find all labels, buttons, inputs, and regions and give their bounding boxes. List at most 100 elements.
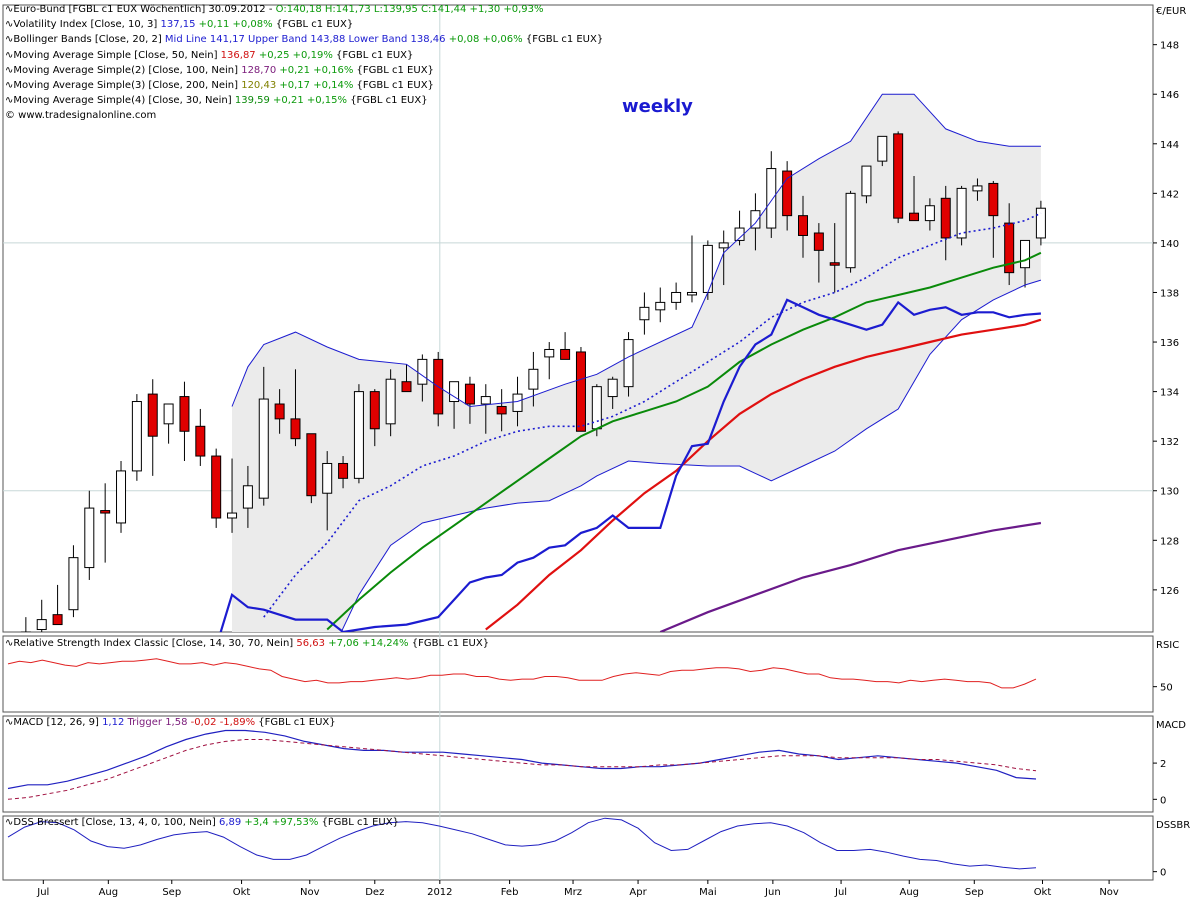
ma30-line (326, 251, 1042, 631)
price-axis-label: 144 (1160, 140, 1179, 151)
price-axis-label: 140 (1160, 239, 1179, 250)
candle (36, 599, 47, 632)
candle-body (544, 348, 555, 358)
time-axis-label: Dez (365, 887, 384, 898)
candle-body (813, 232, 824, 251)
legend-value: 139,59 (231, 95, 274, 107)
legend-row[interactable]: ∿Bollinger Bands [Close, 20, 2] Mid Line… (5, 32, 603, 47)
rsi-line (7, 658, 1037, 689)
candle (560, 332, 571, 360)
candle-body (52, 614, 63, 626)
candle-body (798, 215, 808, 236)
legend-name: Moving Average Simple(2) [Close, 100, Ne… (13, 64, 239, 76)
candle-body (845, 192, 856, 269)
candle-body (401, 381, 412, 393)
legend-change: +0,17 +0,14% (279, 80, 357, 92)
bollinger-upper-line (231, 93, 1041, 408)
candle (369, 389, 380, 447)
candle-body (655, 301, 666, 311)
price-axis-unit: €/EUR (1156, 6, 1186, 17)
indicator-icon: ∿ (5, 80, 14, 92)
legend-name: DSS Bressert [Close, 13, 4, 0, 100, Nein… (13, 817, 219, 828)
indicator-icon: ∿ (5, 717, 14, 728)
legend-value: 6,89 (218, 817, 245, 828)
time-axis-label: Jul (36, 887, 49, 898)
legend-row[interactable]: ∿Moving Average Simple [Close, 50, Nein]… (5, 48, 603, 63)
dss-panel-frame (2, 815, 1154, 881)
legend-row[interactable]: ∿Euro-Bund [FGBL c1 EUX Wöchentlich] 30.… (5, 2, 603, 17)
candle-body (639, 306, 650, 321)
candle-body (322, 462, 333, 494)
legend-trigger-value: 1,58 (165, 717, 191, 728)
candle-body (893, 133, 904, 219)
legend-name: MACD [12, 26, 9] (13, 717, 103, 728)
candle (893, 131, 904, 224)
legend-value: 137,15 (157, 19, 199, 31)
candle-body (1020, 239, 1031, 269)
legend-context: {FGBL c1 EUX} (275, 19, 354, 31)
candle (528, 351, 539, 407)
time-axis-label: Mrz (564, 887, 582, 898)
candle-body (385, 378, 396, 425)
candle (258, 366, 269, 506)
candle-body (528, 368, 539, 390)
legend-context: {FGBL c1 EUX} (350, 95, 428, 107)
price-axis-label: 130 (1160, 487, 1179, 498)
candle-body (290, 418, 301, 440)
weekly-annotation: weekly (622, 96, 693, 117)
candle-body (353, 391, 364, 479)
candle (813, 223, 824, 283)
candle (623, 332, 634, 397)
macd-panel-frame (2, 715, 1154, 813)
legend-row[interactable]: ∿Moving Average Simple(4) [Close, 30, Ne… (5, 93, 603, 108)
legend-change: +0,08 +0,06% (448, 34, 526, 46)
dss-legend: ∿DSS Bressert [Close, 13, 4, 0, 100, Nei… (5, 817, 399, 828)
legend-row[interactable]: ∿Volatility Index [Close, 10, 3] 137,15 … (5, 17, 603, 32)
candle-body (972, 185, 983, 192)
macd-legend: ∿MACD [12, 26, 9] 1,12 Trigger 1,58 -0,0… (5, 717, 336, 728)
candle (385, 369, 396, 437)
candle-body (861, 165, 872, 197)
legend-context: {FGBL c1 EUX} (321, 817, 399, 828)
candle (988, 180, 999, 258)
legend-name: Euro-Bund [FGBL c1 EUX Wöchentlich] 30.0… (13, 4, 276, 15)
candle (52, 584, 63, 626)
candle-body (131, 401, 142, 472)
legend-name: Moving Average Simple(3) [Close, 200, Ne… (13, 80, 239, 92)
legend-row[interactable]: ∿Moving Average Simple(2) [Close, 100, N… (5, 63, 603, 78)
rsi-legend: ∿Relative Strength Index Classic [Close,… (5, 638, 489, 649)
candle (671, 282, 682, 310)
candle-body (607, 378, 618, 398)
legend-context: {FGBL c1 EUX} (336, 49, 414, 61)
price-plot (20, 93, 1046, 632)
candle (718, 230, 729, 286)
indicator-icon: ∿ (5, 64, 14, 76)
candle (163, 403, 174, 444)
macd-line (7, 729, 1037, 790)
legend-name: Relative Strength Index Classic [Close, … (13, 638, 297, 649)
candle-body (829, 262, 840, 266)
price-axis-label: 142 (1160, 189, 1179, 200)
candle (306, 433, 317, 504)
macd-trigger-line (7, 739, 1037, 800)
candle-body (877, 135, 888, 162)
legend-change: +0,11 +0,08% (198, 19, 276, 31)
copyright-text: © www.tradesignalonline.com (5, 110, 157, 121)
legend-name: Moving Average Simple [Close, 50, Nein] (13, 49, 218, 61)
candle-body (575, 351, 586, 432)
legend-context: {FGBL c1 EUX} (356, 80, 434, 92)
legend-context: {FGBL c1 EUX} (411, 638, 490, 649)
candle-body (227, 512, 238, 519)
legend-row[interactable]: ∿Moving Average Simple(3) [Close, 200, N… (5, 78, 603, 93)
legend-value: Mid Line 141,17 Upper Band 143,88 Lower … (161, 34, 449, 46)
candle (449, 381, 460, 429)
candle (131, 394, 142, 481)
candle-body (369, 391, 380, 430)
candle (290, 369, 301, 447)
legend-value: 136,87 (217, 49, 259, 61)
candle (227, 458, 238, 533)
legend-trigger-label: Trigger (127, 717, 166, 728)
candle (956, 185, 967, 246)
candle (116, 461, 127, 533)
